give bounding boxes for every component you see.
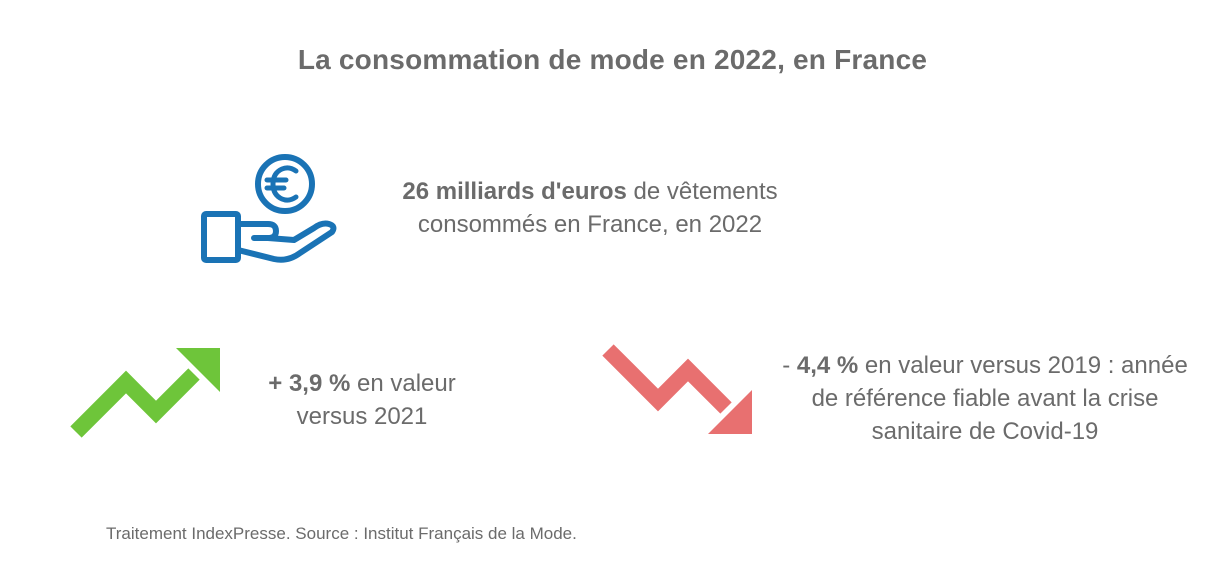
stat-growth-label-1: en valeur — [350, 370, 456, 397]
stat-decline-prefix: - — [782, 352, 797, 379]
stat-decline-label-1: en valeur versus 2019 : année — [858, 352, 1188, 379]
stat-growth-label-2: versus 2021 — [296, 403, 428, 430]
stat-growth-text: + 3,9 % en valeur versus 2021 — [232, 367, 492, 433]
infographic-title: La consommation de mode en 2022, en Fran… — [297, 44, 928, 75]
stat-growth-value: + 3,9 % — [268, 370, 351, 397]
trend-up-arrow-icon — [66, 344, 226, 444]
stat-total-label-2: consommés en France, en 2022 — [417, 211, 763, 238]
stat-total-value: 26 milliards d'euros — [402, 178, 627, 205]
stat-total-text: 26 milliards d'euros de vêtements consom… — [360, 175, 820, 241]
stat-decline-label-3: sanitaire de Covid-19 — [871, 418, 1099, 445]
source-note: Traitement IndexPresse. Source : Institu… — [106, 524, 577, 543]
euro-hand-icon — [196, 152, 342, 268]
stat-decline-label-2: de référence fiable avant la crise — [811, 385, 1159, 412]
trend-down-arrow-icon — [598, 340, 758, 440]
stat-decline-value: 4,4 % — [796, 352, 859, 379]
stat-decline-text: - 4,4 % en valeur versus 2019 : année de… — [760, 349, 1210, 448]
stat-total-label-1: de vêtements — [626, 178, 778, 205]
